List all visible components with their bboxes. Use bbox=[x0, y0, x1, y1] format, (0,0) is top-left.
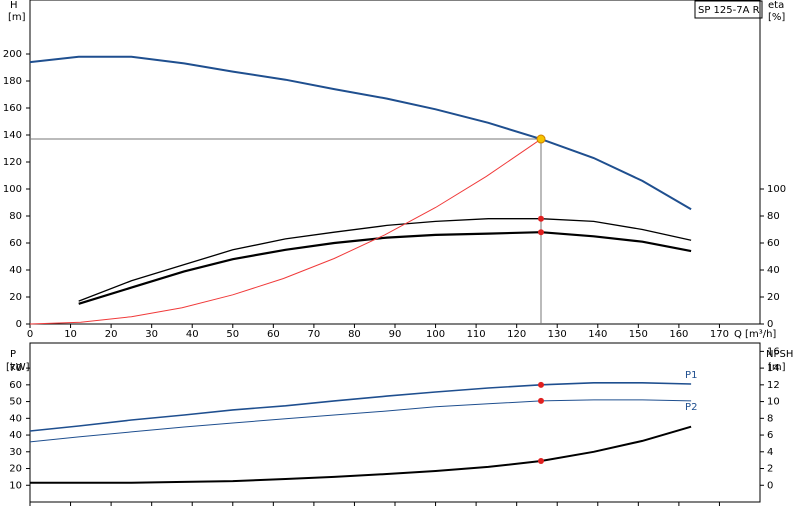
x-tick-label: 0 bbox=[27, 329, 33, 340]
x-tick-label: 80 bbox=[348, 329, 361, 340]
y2-tick-label: 10 bbox=[767, 397, 780, 408]
x-tick-label: 90 bbox=[389, 329, 402, 340]
y2-tick-label: 0 bbox=[767, 319, 773, 330]
curve bbox=[29, 55, 692, 211]
y2-axis-title: eta bbox=[768, 0, 784, 11]
x-tick-label: 140 bbox=[588, 329, 607, 340]
y-tick-label: 70 bbox=[9, 363, 22, 374]
operating-point bbox=[538, 381, 544, 388]
curve bbox=[30, 425, 692, 484]
y2-tick-label: 100 bbox=[767, 184, 786, 195]
y-tick-label: 50 bbox=[9, 397, 22, 408]
y-tick-label: 40 bbox=[9, 265, 22, 276]
x-tick-label: 110 bbox=[467, 329, 486, 340]
y2-tick-label: 0 bbox=[767, 480, 773, 491]
x-tick-label: 60 bbox=[267, 329, 280, 340]
x-axis-title: Q [m³/h] bbox=[734, 329, 776, 340]
y2-tick-label: 6 bbox=[767, 430, 773, 441]
y2-axis-title: NPSH bbox=[766, 349, 793, 360]
operating-point bbox=[538, 229, 544, 236]
duty-point bbox=[536, 134, 546, 144]
y2-tick-label: 20 bbox=[767, 292, 780, 303]
legend-box bbox=[694, 0, 763, 19]
y-tick-label: 20 bbox=[9, 464, 22, 475]
y-axis-title: H bbox=[10, 0, 18, 11]
y2-axis-unit: [m] bbox=[768, 362, 786, 373]
y-tick-label: 20 bbox=[9, 292, 22, 303]
x-tick-label: 120 bbox=[507, 329, 526, 340]
x-tick-label: 20 bbox=[105, 329, 118, 340]
x-tick-label: 170 bbox=[710, 329, 729, 340]
y-axis-unit: [kW] bbox=[6, 362, 30, 373]
y-tick-label: 100 bbox=[3, 184, 22, 195]
x-tick-label: 10 bbox=[64, 329, 77, 340]
operating-point bbox=[538, 397, 544, 404]
y2-tick-label: 16 bbox=[767, 346, 780, 357]
y2-tick-label: 4 bbox=[767, 447, 773, 458]
y-tick-label: 140 bbox=[3, 130, 22, 141]
y-tick-label: 120 bbox=[3, 157, 22, 168]
y-tick-label: 10 bbox=[9, 480, 22, 491]
y-tick-label: 80 bbox=[9, 211, 22, 222]
x-tick-label: 40 bbox=[186, 329, 199, 340]
x-tick-label: 50 bbox=[226, 329, 239, 340]
y-tick-label: 40 bbox=[9, 430, 22, 441]
x-tick-label: 160 bbox=[669, 329, 688, 340]
y-tick-label: 160 bbox=[3, 103, 22, 114]
operating-point bbox=[538, 215, 544, 222]
x-tick-label: 70 bbox=[308, 329, 321, 340]
y2-tick-label: 40 bbox=[767, 265, 780, 276]
curve bbox=[29, 138, 542, 325]
y-tick-label: 60 bbox=[9, 238, 22, 249]
y2-tick-label: 8 bbox=[767, 413, 773, 424]
y2-tick-label: 80 bbox=[767, 211, 780, 222]
x-tick-label: 30 bbox=[145, 329, 158, 340]
y2-tick-label: 60 bbox=[767, 238, 780, 249]
series-label: P2 bbox=[685, 402, 697, 413]
y-tick-label: 30 bbox=[9, 447, 22, 458]
curve bbox=[29, 399, 692, 443]
y-axis-title: P bbox=[10, 349, 16, 360]
y2-axis-unit: [%] bbox=[768, 12, 785, 23]
y2-tick-label: 12 bbox=[767, 380, 780, 391]
y-tick-label: 40 bbox=[9, 413, 22, 424]
y2-tick-label: 14 bbox=[767, 363, 780, 374]
x-tick-label: 100 bbox=[426, 329, 445, 340]
y-tick-label: 180 bbox=[3, 76, 22, 87]
operating-point bbox=[538, 457, 544, 464]
x-tick-label: 130 bbox=[548, 329, 567, 340]
y2-tick-label: 2 bbox=[767, 464, 773, 475]
x-tick-label: 150 bbox=[629, 329, 648, 340]
model-label: SP 125-7A R bbox=[698, 5, 760, 16]
y-tick-label: 200 bbox=[3, 49, 22, 60]
y-tick-label: 0 bbox=[16, 319, 22, 330]
curve bbox=[29, 382, 692, 432]
y-axis-unit: [m] bbox=[8, 12, 26, 23]
curve bbox=[78, 218, 692, 302]
series-label: P1 bbox=[685, 370, 697, 381]
y-tick-label: 60 bbox=[9, 380, 22, 391]
curve bbox=[78, 231, 692, 305]
